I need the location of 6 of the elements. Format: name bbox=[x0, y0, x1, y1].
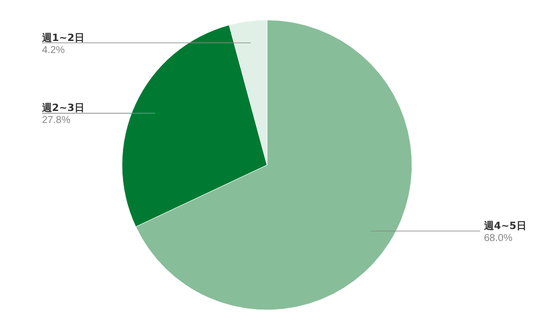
data-label: 27.8% bbox=[42, 115, 70, 126]
data-label: 68.0% bbox=[484, 233, 512, 244]
slice-label: 週4~5日 bbox=[483, 220, 526, 232]
data-label: 4.2% bbox=[42, 44, 65, 56]
slice-label: 週1~2日 bbox=[41, 32, 84, 44]
slice-label: 週2~3日 bbox=[41, 102, 84, 114]
